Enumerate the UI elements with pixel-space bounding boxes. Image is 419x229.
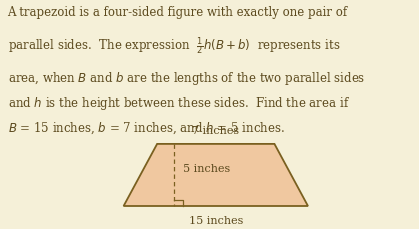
Text: and $h$ is the height between these sides.  Find the area if: and $h$ is the height between these side…: [8, 95, 349, 112]
Text: $B$ = 15 inches, $b$ = 7 inches, and $h$ = 5 inches.: $B$ = 15 inches, $b$ = 7 inches, and $h$…: [8, 120, 285, 136]
Text: 7 inches: 7 inches: [192, 125, 239, 135]
Text: parallel sides.  The expression  $\frac{1}{2}h(B + b)$  represents its: parallel sides. The expression $\frac{1}…: [8, 35, 340, 57]
Polygon shape: [124, 144, 308, 206]
Text: 15 inches: 15 inches: [189, 215, 243, 225]
Text: 5 inches: 5 inches: [183, 163, 230, 173]
Text: area, when $B$ and $b$ are the lengths of the two parallel sides: area, when $B$ and $b$ are the lengths o…: [8, 70, 365, 87]
Text: A trapezoid is a four-sided figure with exactly one pair of: A trapezoid is a four-sided figure with …: [8, 6, 348, 19]
